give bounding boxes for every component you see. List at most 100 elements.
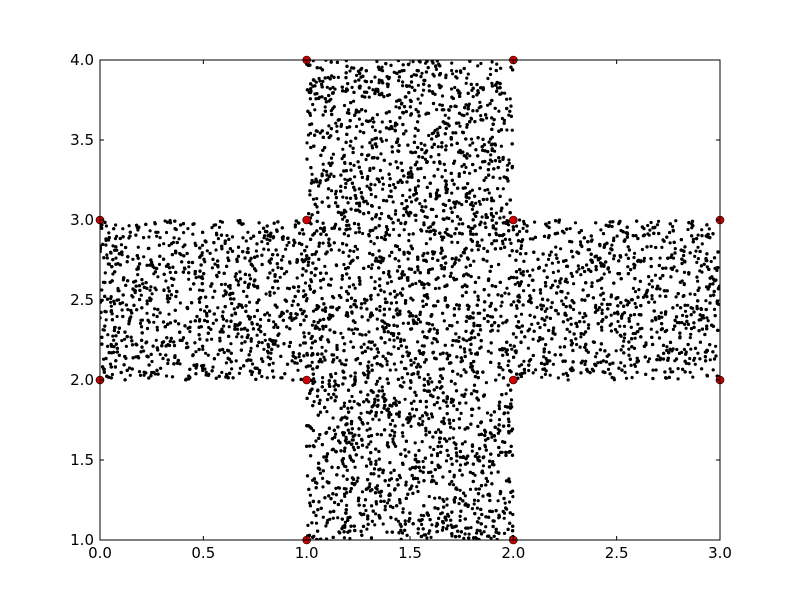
scatter-point bbox=[201, 347, 205, 351]
scatter-point bbox=[101, 328, 105, 332]
scatter-point bbox=[388, 307, 392, 311]
scatter-point bbox=[388, 254, 392, 258]
scatter-point bbox=[271, 361, 275, 365]
scatter-point bbox=[456, 240, 460, 245]
scatter-point bbox=[346, 234, 350, 238]
scatter-point bbox=[417, 480, 421, 484]
scatter-point bbox=[423, 157, 427, 161]
scatter-point bbox=[508, 238, 512, 242]
scatter-point bbox=[442, 274, 446, 278]
scatter-point bbox=[204, 351, 208, 355]
scatter-point bbox=[430, 474, 435, 478]
scatter-point bbox=[371, 125, 375, 129]
scatter-point bbox=[464, 265, 468, 269]
scatter-point bbox=[660, 315, 664, 319]
scatter-point bbox=[609, 329, 614, 333]
scatter-point bbox=[278, 275, 282, 279]
scatter-point bbox=[100, 310, 103, 314]
scatter-point bbox=[311, 197, 316, 201]
scatter-point bbox=[327, 241, 331, 245]
scatter-point bbox=[136, 273, 140, 277]
scatter-point bbox=[418, 279, 422, 283]
scatter-point bbox=[433, 286, 438, 291]
scatter-point bbox=[164, 279, 168, 283]
scatter-point bbox=[114, 256, 118, 260]
scatter-point bbox=[374, 382, 378, 386]
scatter-point bbox=[321, 241, 325, 245]
scatter-point bbox=[124, 344, 128, 348]
scatter-point bbox=[166, 286, 170, 290]
scatter-point bbox=[556, 260, 561, 264]
scatter-point bbox=[207, 325, 211, 330]
scatter-point bbox=[336, 75, 340, 79]
scatter-point bbox=[412, 399, 416, 403]
scatter-point bbox=[178, 301, 182, 305]
scatter-point bbox=[452, 427, 456, 431]
scatter-point bbox=[269, 351, 273, 355]
scatter-point bbox=[168, 270, 172, 274]
scatter-point bbox=[385, 501, 390, 505]
scatter-point bbox=[493, 149, 497, 153]
scatter-point bbox=[310, 323, 314, 327]
scatter-point bbox=[525, 269, 530, 273]
scatter-point bbox=[335, 356, 339, 360]
scatter-point bbox=[365, 527, 369, 531]
scatter-point bbox=[408, 195, 412, 199]
scatter-point bbox=[675, 347, 679, 352]
scatter-point bbox=[246, 230, 250, 234]
scatter-point bbox=[483, 188, 487, 192]
scatter-point bbox=[107, 238, 111, 242]
scatter-point bbox=[399, 339, 403, 344]
scatter-point bbox=[113, 237, 118, 241]
scatter-point bbox=[521, 270, 526, 274]
scatter-point bbox=[420, 522, 424, 527]
scatter-point bbox=[380, 139, 384, 143]
scatter-point bbox=[227, 325, 231, 329]
scatter-point bbox=[499, 144, 503, 148]
scatter-point bbox=[688, 356, 692, 361]
scatter-point bbox=[455, 320, 459, 324]
scatter-point bbox=[554, 245, 558, 249]
scatter-point bbox=[633, 251, 637, 255]
scatter-point bbox=[367, 95, 371, 99]
scatter-point bbox=[459, 411, 463, 415]
scatter-point bbox=[450, 343, 454, 347]
scatter-point bbox=[355, 73, 359, 77]
scatter-point bbox=[468, 487, 473, 491]
scatter-point bbox=[332, 174, 336, 178]
scatter-point bbox=[418, 320, 423, 324]
scatter-point bbox=[458, 463, 463, 467]
scatter-point bbox=[235, 335, 239, 339]
scatter-point bbox=[649, 220, 653, 225]
scatter-point bbox=[489, 351, 493, 355]
scatter-point bbox=[360, 490, 365, 494]
scatter-point bbox=[479, 61, 483, 66]
scatter-point bbox=[696, 351, 700, 355]
scatter-point bbox=[326, 518, 330, 523]
scatter-point bbox=[494, 239, 499, 243]
scatter-point bbox=[695, 260, 699, 264]
scatter-point bbox=[633, 301, 637, 306]
scatter-point bbox=[291, 243, 296, 248]
scatter-point bbox=[464, 81, 468, 85]
scatter-point bbox=[353, 375, 357, 379]
scatter-point bbox=[563, 337, 568, 341]
scatter-point bbox=[167, 243, 171, 248]
scatter-point bbox=[165, 294, 170, 298]
scatter-point bbox=[104, 318, 108, 322]
scatter-point bbox=[475, 528, 479, 532]
scatter-point bbox=[554, 253, 558, 257]
scatter-point bbox=[324, 349, 328, 353]
scatter-point bbox=[468, 143, 472, 147]
scatter-point bbox=[369, 275, 373, 279]
scatter-point bbox=[199, 308, 203, 312]
scatter-point bbox=[373, 400, 377, 404]
scatter-point bbox=[480, 215, 484, 219]
scatter-point bbox=[413, 134, 417, 138]
scatter-point bbox=[211, 365, 215, 369]
scatter-point bbox=[519, 246, 523, 251]
scatter-point bbox=[548, 373, 552, 377]
scatter-point bbox=[442, 499, 446, 503]
scatter-point bbox=[682, 347, 687, 352]
scatter-point bbox=[353, 286, 357, 290]
